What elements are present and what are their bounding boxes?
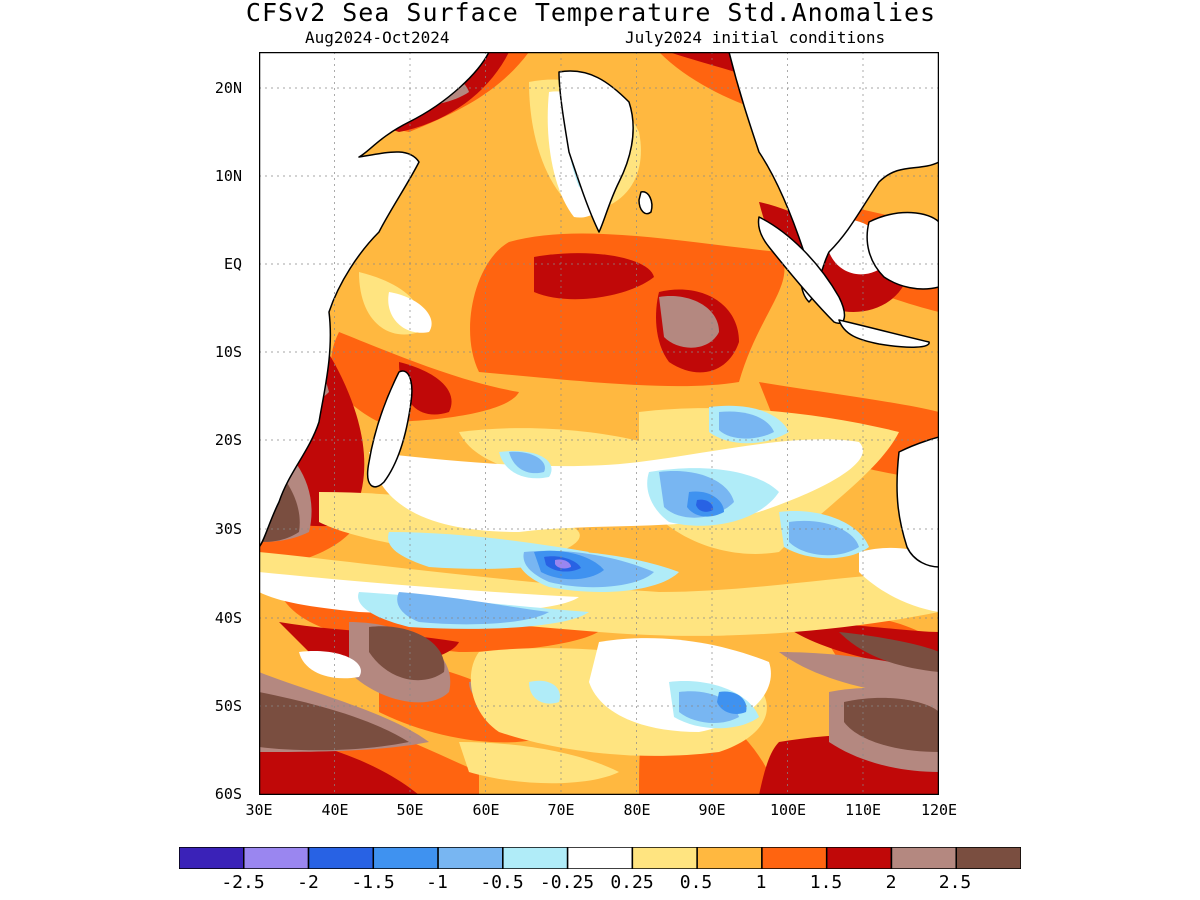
anomaly-neg-0.5 <box>397 111 859 724</box>
lon-label-80e: 80E <box>623 801 651 819</box>
lon-label-30e: 30E <box>245 801 273 819</box>
colorbar <box>179 847 1021 869</box>
colorbar-label: 2.5 <box>938 872 972 893</box>
map-title: CFSv2 Sea Surface Temperature Std.Anomal… <box>245 0 937 27</box>
colorbar-label: -0.25 <box>539 872 595 893</box>
colorbar-swatch <box>437 847 504 869</box>
colorbar-swatch <box>825 847 893 869</box>
colorbar-label: 0.25 <box>610 872 654 893</box>
colorbar-swatch <box>566 847 634 869</box>
landmass <box>259 52 939 568</box>
lon-label-110e: 110E <box>844 801 882 819</box>
colorbar-label: -2 <box>297 872 319 893</box>
colorbar-label: -2.5 <box>221 872 265 893</box>
map-frame <box>259 52 939 795</box>
lon-label-120e: 120E <box>920 801 958 819</box>
colorbar-label: -1.5 <box>351 872 395 893</box>
lat-label-10n: 10N <box>214 167 242 185</box>
lat-label-20n: 20N <box>214 79 242 97</box>
colorbar-swatch <box>307 847 375 869</box>
colorbar-label: 1.5 <box>809 872 843 893</box>
colorbar-swatch <box>372 847 439 869</box>
lat-label-10s: 10S <box>214 343 242 361</box>
colorbar-swatch <box>631 847 698 869</box>
colorbar-swatch <box>179 847 245 869</box>
forecast-period: Aug2024-Oct2024 <box>305 28 450 47</box>
lon-label-60e: 60E <box>472 801 500 819</box>
lon-label-70e: 70E <box>547 801 575 819</box>
lat-label-20s: 20S <box>214 431 242 449</box>
anomaly-neg-2 <box>555 559 571 569</box>
colorbar-swatch <box>243 847 310 869</box>
lon-label-50e: 50E <box>396 801 424 819</box>
lat-label-50s: 50S <box>214 697 242 715</box>
colorbar-swatch <box>955 847 1021 869</box>
colorbar-label: 2 <box>885 872 897 893</box>
colorbar-swatch <box>696 847 763 869</box>
colorbar-swatch <box>890 847 957 869</box>
sst-anomaly-map <box>259 52 939 795</box>
colorbar-swatch <box>761 847 828 869</box>
colorbar-label: -0.5 <box>480 872 524 893</box>
lon-label-100e: 100E <box>769 801 807 819</box>
lon-label-40e: 40E <box>321 801 349 819</box>
lat-label-eq: EQ <box>223 255 242 273</box>
colorbar-label: -1 <box>426 872 448 893</box>
lat-label-60s: 60S <box>214 785 242 803</box>
lon-label-90e: 90E <box>698 801 726 819</box>
colorbar-swatch <box>502 847 569 869</box>
colorbar-label: 1 <box>755 872 767 893</box>
initial-conditions: July2024 initial conditions <box>625 28 886 47</box>
lat-label-30s: 30S <box>214 520 242 538</box>
colorbar-label: 0.5 <box>679 872 713 893</box>
lat-label-40s: 40S <box>214 609 242 627</box>
lat-lon-grid <box>259 52 939 795</box>
